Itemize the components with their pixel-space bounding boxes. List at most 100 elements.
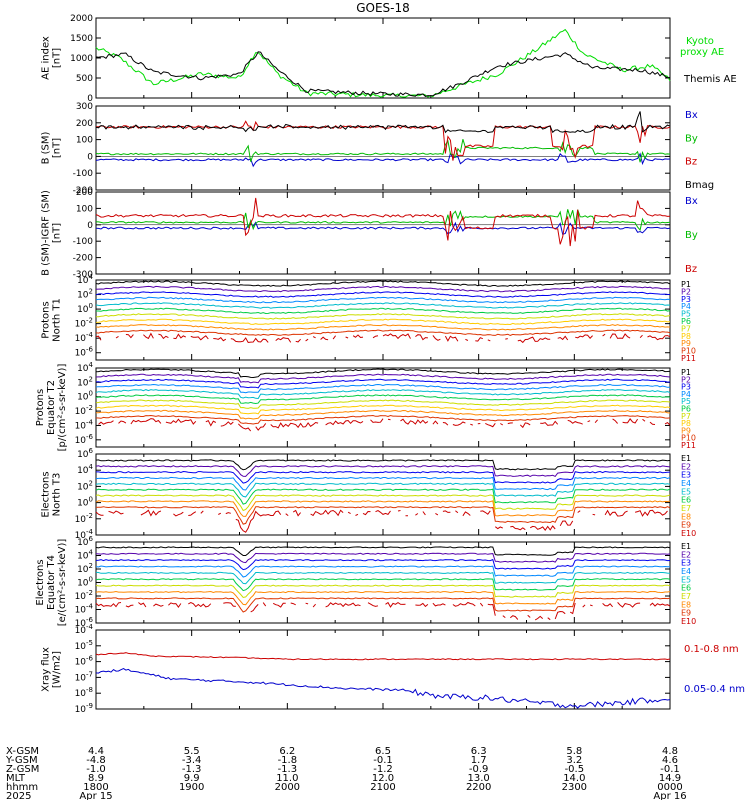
legend-item: P11: [681, 441, 696, 450]
y-axis-label: [nT]: [52, 138, 63, 158]
x-axis-value: 1900: [179, 782, 204, 793]
series-by: [95, 139, 671, 163]
legend-item: P7: [681, 412, 691, 421]
y-axis-label: Equator T2: [46, 380, 57, 435]
legend-item: E9: [681, 521, 691, 530]
legend-item: E3: [681, 559, 691, 568]
y-tick-label: 10-2: [75, 317, 93, 330]
y-axis-label: Equator T4: [46, 555, 57, 610]
series-p7: [95, 399, 671, 409]
series-themis-ae: [95, 51, 671, 97]
legend-item: P11: [681, 354, 696, 363]
y-tick-label: -100: [73, 237, 94, 247]
x-axis-value: 5.8: [566, 746, 582, 757]
y-tick-label: 104: [77, 273, 93, 286]
series-e7: [95, 584, 671, 599]
legend-item: P1: [681, 280, 691, 289]
y-tick-label: 0: [87, 94, 93, 104]
legend-item: P9: [681, 339, 691, 348]
y-axis-label: Protons: [35, 389, 46, 426]
x-axis-row-label: X-GSM: [6, 746, 39, 757]
x-axis-value: -4.8: [86, 755, 106, 766]
series-e5: [95, 482, 671, 498]
x-axis-row-label: Z-GSM: [6, 764, 39, 775]
series-e3: [95, 558, 671, 571]
legend-item: E3: [681, 471, 691, 480]
y-axis-label: Protons: [41, 301, 52, 338]
series-0-1-0-8-nm: [95, 652, 671, 661]
legend-item: P9: [681, 426, 691, 435]
series-p11: [98, 418, 671, 432]
y-tick-label: 10-4: [75, 528, 94, 541]
y-tick-label: 200: [76, 119, 93, 129]
series-kyoto-proxy-ae: [95, 28, 671, 98]
series-p1: [95, 280, 671, 287]
x-axis-value: 1800: [83, 782, 108, 793]
y-tick-label: 1000: [70, 54, 93, 64]
legend-item: P5: [681, 397, 691, 406]
y-tick-label: 10-6: [75, 655, 94, 668]
series-p2: [95, 373, 671, 384]
legend: Bx By Bz: [685, 196, 698, 275]
y-axis-label: Xray flux: [41, 647, 52, 692]
legend-item: E2: [681, 550, 691, 559]
y-axis-label: AE index: [41, 36, 52, 80]
series-p6: [95, 394, 670, 405]
x-axis-value: 4.4: [88, 746, 104, 757]
series-p10: [95, 414, 671, 425]
x-axis-value: 14.0: [563, 773, 585, 784]
legend-item: P4: [681, 302, 691, 311]
series-p2: [95, 285, 670, 293]
y-tick-label: 106: [77, 535, 93, 548]
series-e9: [95, 597, 671, 613]
series-p1: [95, 368, 671, 379]
legend-item: P3: [681, 383, 691, 392]
x-axis-value: 6.5: [375, 746, 391, 757]
x-axis-value: 4.8: [662, 746, 678, 757]
y-axis-label: B (SM)-IGRF (SM): [41, 190, 52, 276]
series-p3: [95, 291, 671, 298]
x-axis-value: 0000: [657, 782, 682, 793]
y-tick-label: 10-4: [75, 418, 94, 431]
x-axis-value: -0.1: [660, 764, 680, 775]
legend-item: Bx: [685, 196, 698, 207]
series-e8: [95, 590, 671, 606]
y-axis-label: [nT]: [52, 48, 63, 68]
y-tick-label: 10-9: [75, 702, 93, 715]
x-axis-value: -0.1: [373, 755, 393, 766]
legend-item: P7: [681, 324, 691, 333]
series-e1: [95, 459, 671, 471]
legend-item: Bx: [685, 110, 698, 121]
y-tick-label: 100: [76, 204, 93, 214]
legend-item: P10: [681, 434, 696, 443]
x-axis-row-label: Y-GSM: [5, 755, 38, 766]
series-p10: [95, 329, 671, 336]
series-e4: [95, 565, 671, 578]
legend-item: E8: [681, 600, 691, 609]
legend-item: P6: [681, 317, 691, 326]
y-tick-label: 104: [77, 549, 93, 562]
y-tick-label: 104: [77, 463, 93, 476]
legend-item: E6: [681, 584, 691, 593]
series-p5: [95, 389, 671, 400]
y-axis-label: [nT]: [52, 223, 63, 243]
series-p7: [96, 313, 671, 320]
y-tick-label: 10-8: [75, 686, 93, 699]
panel-frame: [95, 629, 671, 710]
x-axis-value: -1.3: [278, 764, 298, 775]
legend-item: E9: [681, 609, 691, 618]
y-tick-label: 102: [77, 375, 93, 388]
y-axis-label: [p/(cm²-s-sr-keV)]: [57, 364, 68, 452]
x-axis-value: 2300: [562, 782, 587, 793]
series-p8: [95, 404, 671, 415]
legend-item: P8: [681, 419, 691, 428]
series-p3: [95, 378, 671, 389]
legend-item: P6: [681, 405, 691, 414]
y-tick-label: 1500: [70, 34, 93, 44]
legend-item: 0.1-0.8 nm: [684, 644, 739, 655]
x-axis-row-label: hhmm: [6, 782, 38, 793]
